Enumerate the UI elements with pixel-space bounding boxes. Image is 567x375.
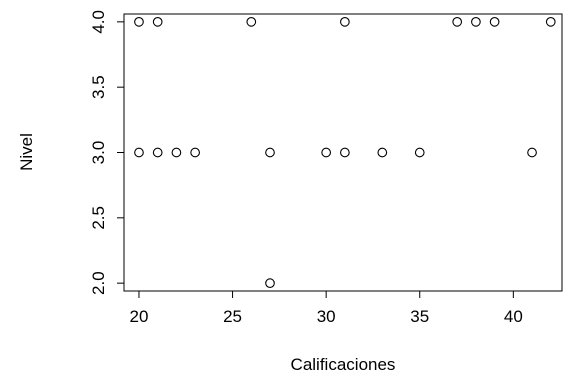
x-tick-label: 35: [410, 307, 429, 326]
data-point: [134, 16, 144, 27]
data-point: [340, 147, 350, 158]
data-point: [246, 16, 257, 27]
y-axis: 2.0 2.5 3.0 3.5 4.0: [89, 10, 125, 295]
data-point: [340, 16, 350, 27]
data-point: [489, 16, 500, 27]
data-point: [171, 147, 182, 158]
y-tick-label: 3.0: [89, 141, 108, 165]
y-tick-label: 3.5: [89, 75, 108, 99]
x-tick-label: 20: [130, 307, 149, 326]
data-point: [152, 16, 163, 27]
data-point: [471, 16, 481, 27]
data-point: [190, 147, 200, 158]
y-axis-title: Nivel: [17, 133, 36, 171]
data-points: [134, 16, 556, 289]
data-point: [134, 147, 144, 158]
data-point: [377, 147, 388, 158]
data-point: [414, 147, 425, 158]
y-tick-label: 4.0: [89, 10, 108, 34]
y-tick-label: 2.5: [89, 206, 108, 230]
x-axis: 20 25 30 35 40: [130, 290, 523, 326]
data-point: [527, 147, 537, 158]
plot-frame: [123, 13, 563, 292]
x-tick-label: 25: [223, 307, 242, 326]
data-point: [265, 147, 275, 158]
x-tick-label: 40: [504, 307, 523, 326]
data-point: [265, 278, 275, 289]
x-tick-label: 30: [317, 307, 336, 326]
data-point: [545, 16, 556, 27]
data-point: [152, 147, 163, 158]
data-point: [452, 16, 463, 27]
x-axis-title: Calificaciones: [291, 355, 396, 374]
y-tick-label: 2.0: [89, 271, 108, 295]
data-point: [321, 147, 332, 158]
